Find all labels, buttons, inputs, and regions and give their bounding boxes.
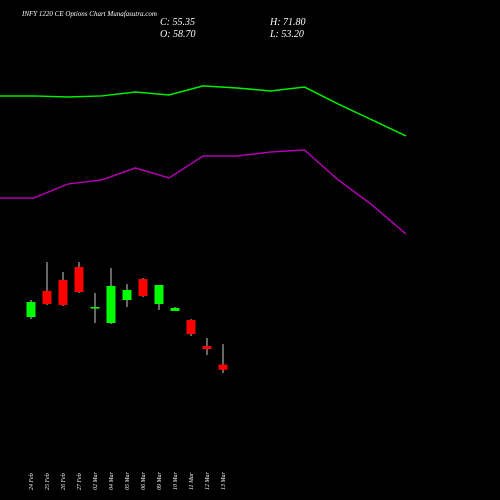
- candle-body: [90, 307, 100, 309]
- candle-body: [170, 307, 180, 311]
- x-tick-label: 06 Mar: [141, 472, 147, 490]
- candle-body: [58, 280, 68, 305]
- x-tick-label: 02 Mar: [93, 472, 99, 490]
- x-tick-label: 04 Mar: [108, 472, 115, 490]
- candle-body: [42, 290, 52, 305]
- x-tick-label: 27 Feb: [77, 473, 83, 490]
- x-tick-label: 12 Mar: [205, 472, 211, 490]
- indicator-line: [0, 85, 407, 137]
- candle-body: [106, 285, 116, 323]
- candle-body: [218, 364, 228, 370]
- x-tick-label: 05 Mar: [125, 472, 131, 490]
- x-tick-label: 11 Mar: [189, 472, 195, 490]
- x-tick-label: 10 Mar: [173, 472, 179, 490]
- candle-body: [26, 302, 36, 318]
- x-tick-label: 24 Feb: [28, 473, 35, 490]
- low-label: L: 53.20: [269, 29, 304, 40]
- candle-body: [202, 345, 212, 350]
- open-label: O: 58.70: [160, 29, 196, 40]
- high-label: H: 71.80: [269, 17, 306, 28]
- x-tick-label: 13 Mar: [221, 472, 227, 490]
- indicator-line: [0, 149, 407, 235]
- candle-body: [186, 320, 196, 335]
- x-tick-label: 25 Feb: [45, 473, 51, 490]
- chart-title: INFY 1220 CE Options Chart Munafasutra.c…: [21, 10, 157, 18]
- candle-body: [154, 285, 164, 305]
- close-label: C: 55.35: [160, 17, 195, 28]
- candle-body: [74, 267, 84, 293]
- candle-body: [138, 279, 148, 296]
- x-tick-label: 09 Mar: [157, 472, 163, 490]
- x-tick-label: 26 Feb: [61, 473, 67, 490]
- candle-body: [122, 290, 132, 300]
